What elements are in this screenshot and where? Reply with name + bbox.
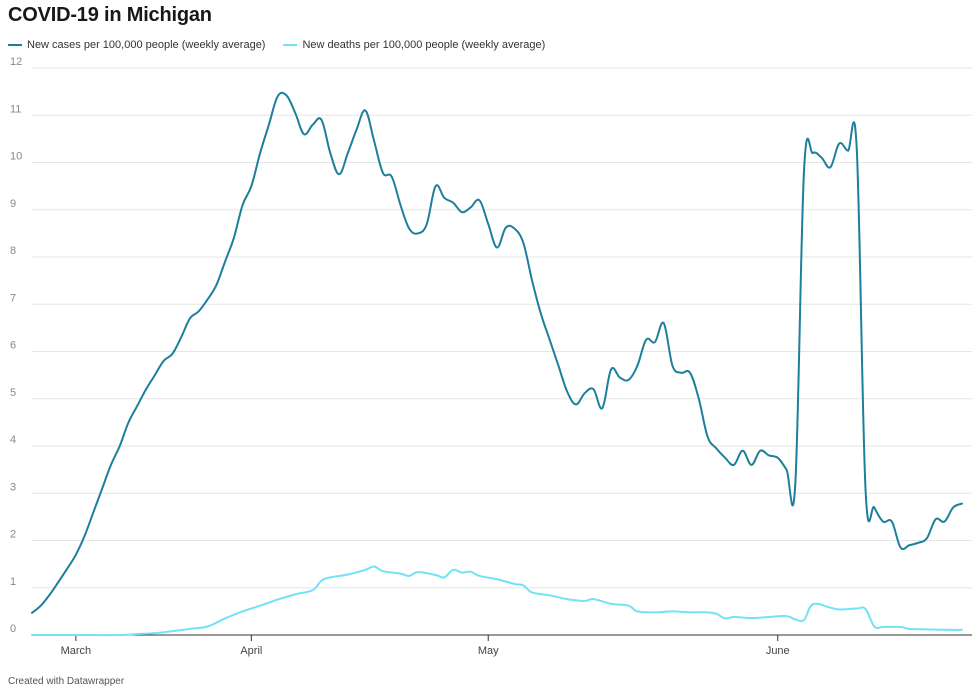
y-tick-label: 9 bbox=[10, 198, 16, 210]
legend-item-cases: New cases per 100,000 people (weekly ave… bbox=[8, 39, 265, 51]
legend-item-deaths: New deaths per 100,000 people (weekly av… bbox=[283, 39, 545, 51]
chart-title: COVID-19 in Michigan bbox=[8, 4, 212, 26]
series-line-deaths bbox=[31, 565, 963, 637]
credit-text: Created with Datawrapper bbox=[8, 676, 125, 687]
gridlines bbox=[32, 67, 972, 636]
x-tick-label: June bbox=[766, 645, 790, 657]
series-line-cases bbox=[31, 91, 963, 614]
y-tick-label: 5 bbox=[10, 387, 16, 399]
legend-label-cases: New cases per 100,000 people (weekly ave… bbox=[27, 39, 266, 51]
y-tick-label: 10 bbox=[10, 151, 22, 163]
y-tick-label: 7 bbox=[10, 292, 16, 304]
y-tick-label: 11 bbox=[10, 103, 21, 115]
x-tick-label: April bbox=[240, 645, 262, 657]
legend-swatch-cases bbox=[8, 44, 22, 46]
x-axis-ticks: March April May June bbox=[61, 635, 790, 657]
y-tick-label: 3 bbox=[10, 481, 16, 493]
legend-label-deaths: New deaths per 100,000 people (weekly av… bbox=[302, 39, 546, 51]
y-tick-label: 4 bbox=[10, 434, 16, 446]
y-tick-label: 8 bbox=[10, 245, 16, 257]
y-tick-label: 1 bbox=[10, 576, 16, 588]
legend-swatch-deaths bbox=[283, 44, 298, 46]
y-tick-label: 0 bbox=[10, 623, 16, 635]
legend: New cases per 100,000 people (weekly ave… bbox=[8, 39, 545, 51]
x-tick-label: March bbox=[61, 645, 92, 657]
series-lines bbox=[31, 91, 963, 637]
y-tick-label: 6 bbox=[10, 340, 16, 352]
y-tick-label: 2 bbox=[10, 529, 16, 541]
y-tick-label: 12 bbox=[10, 56, 22, 68]
x-tick-label: May bbox=[478, 645, 499, 657]
